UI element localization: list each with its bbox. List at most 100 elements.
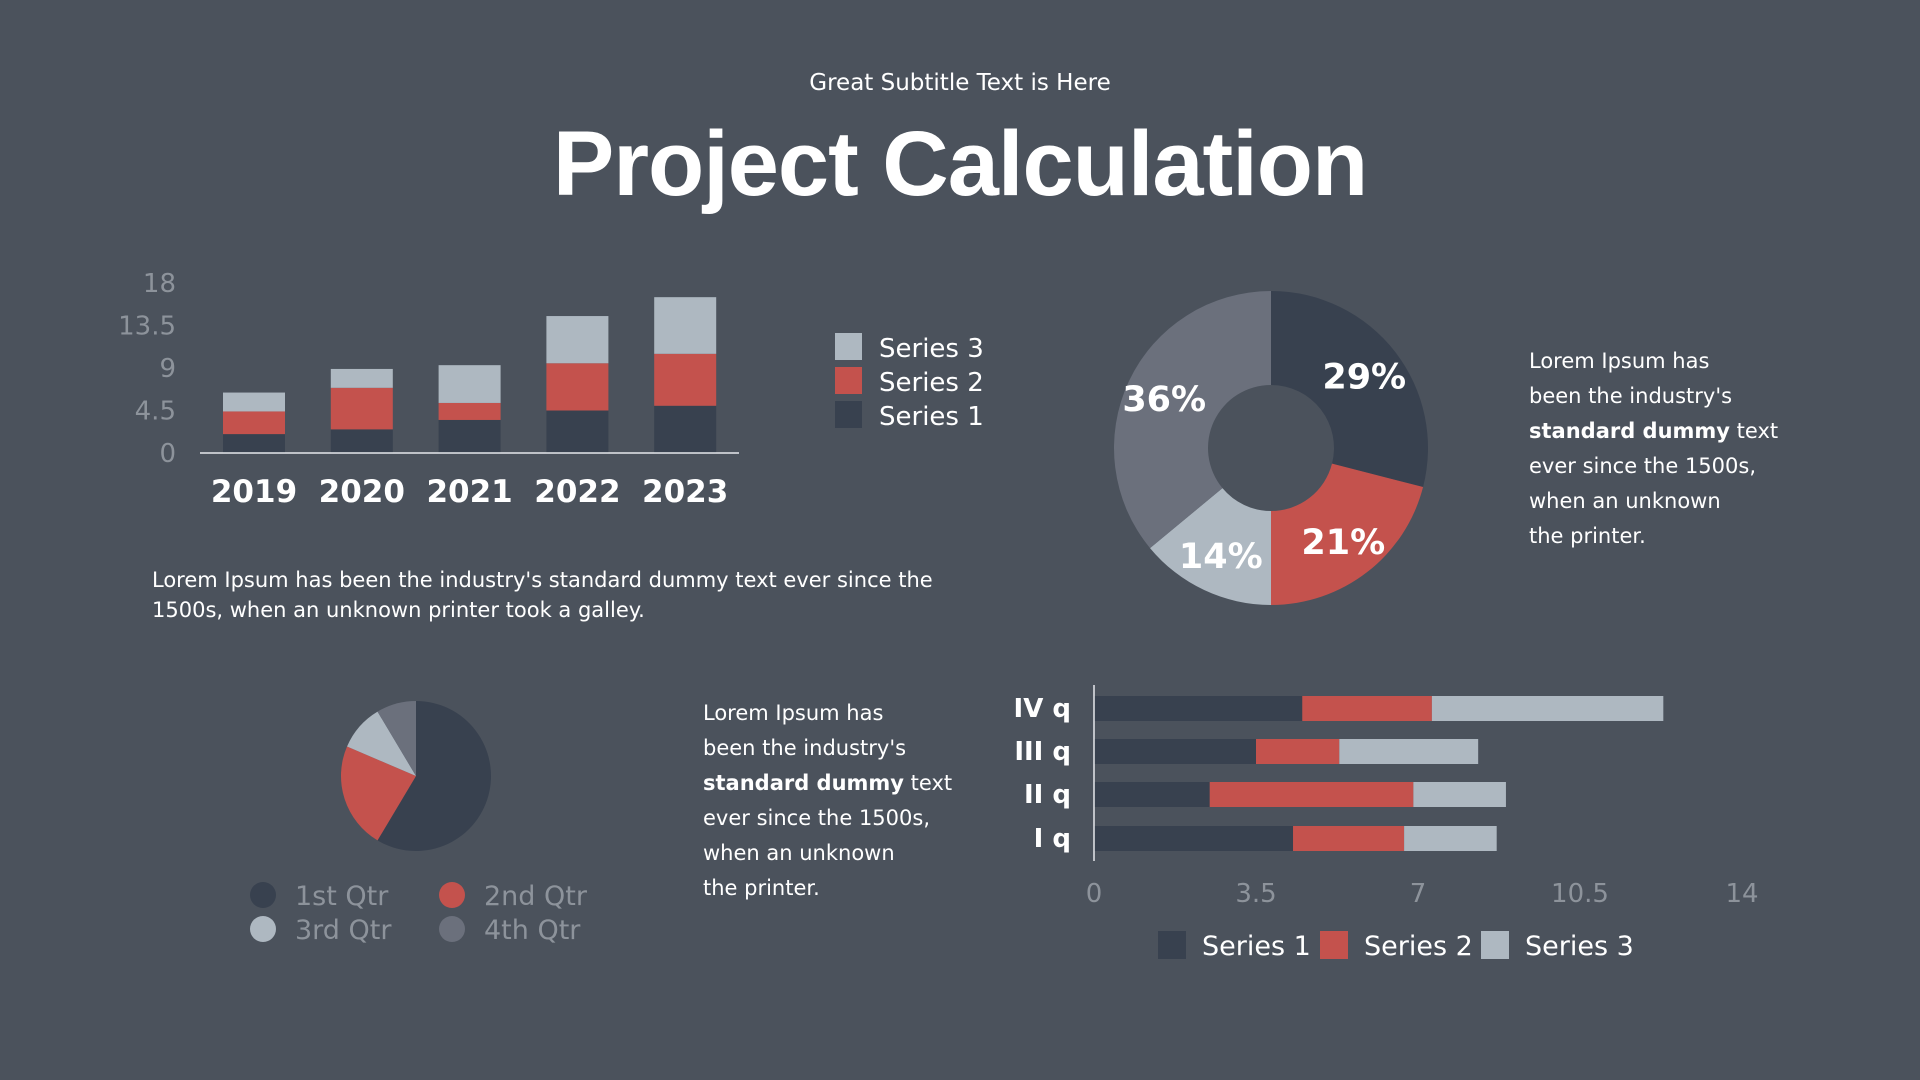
hbar-segment-series-1 [1094, 739, 1256, 764]
legend-label: Series 1 [879, 402, 984, 432]
legend-dot [250, 916, 276, 942]
text-line: the printer. [703, 876, 820, 900]
text-line: been the industry's [703, 736, 907, 760]
legend-label: Series 1 [1202, 931, 1311, 962]
donut-data-label: 36% [1122, 380, 1206, 420]
paragraph-text: Lorem Ipsum has been the industry's stan… [152, 565, 933, 625]
paragraph-line: Lorem Ipsum has been the industry's stan… [152, 568, 933, 592]
x-tick-label: 3.5 [1235, 879, 1276, 909]
legend-label: Series 3 [879, 334, 984, 364]
bar-segment-series-3 [330, 368, 393, 388]
legend-dot [250, 882, 276, 908]
legend-label: 4th Qtr [484, 915, 581, 946]
y-tick-label: IV q [1014, 694, 1071, 724]
donut-data-label: 14% [1179, 537, 1263, 577]
legend-dot [439, 882, 465, 908]
hbar-segment-series-2 [1209, 782, 1414, 807]
hbar-segment-series-3 [1413, 782, 1506, 807]
x-tick-label: 10.5 [1551, 879, 1609, 909]
bar-segment-series-1 [546, 410, 609, 453]
legend-swatch [1481, 931, 1509, 959]
donut-description: Lorem Ipsum has been the industry's stan… [1529, 344, 1778, 554]
y-tick-label: 4.5 [135, 397, 176, 427]
legend-label: 1st Qtr [295, 881, 389, 912]
bar-segment-series-1 [654, 405, 717, 453]
y-tick-label: I q [1034, 824, 1071, 854]
x-tick-label: 2019 [211, 474, 297, 510]
donut-data-label: 21% [1301, 523, 1385, 563]
bar-segment-series-1 [438, 419, 501, 453]
text-line: when an unknown [703, 841, 895, 865]
legend-swatch [1320, 931, 1348, 959]
pie-slice [347, 711, 416, 776]
hbar-segment-series-2 [1256, 739, 1340, 764]
y-tick-label: II q [1024, 780, 1071, 810]
pie-description: Lorem Ipsum has been the industry's stan… [703, 696, 952, 906]
y-tick-label: 18 [143, 269, 176, 299]
bar-segment-series-2 [438, 402, 501, 420]
pie-slice [341, 746, 416, 841]
bar-segment-series-3 [546, 316, 609, 364]
subtitle: Great Subtitle Text is Here [809, 70, 1111, 96]
hbar-segment-series-1 [1094, 696, 1303, 721]
legend-label: 3rd Qtr [295, 915, 392, 946]
y-tick-label: 0 [159, 439, 176, 469]
legend-swatch [835, 401, 862, 428]
x-tick-label: 14 [1725, 879, 1758, 909]
text-line: ever since the 1500s, [703, 806, 931, 830]
paragraph-line: 1500s, when an unknown printer took a ga… [152, 598, 645, 622]
pie-slice [377, 701, 416, 776]
bar-segment-series-2 [330, 387, 393, 430]
legend-swatch [1158, 931, 1186, 959]
text-line: when an unknown [1529, 489, 1721, 513]
bar-segment-series-3 [223, 392, 285, 412]
legend-swatch [835, 333, 862, 360]
x-tick-label: 2023 [642, 474, 728, 510]
donut-slice [1114, 291, 1271, 549]
bar-segment-series-2 [223, 411, 285, 435]
text-line: text [1730, 419, 1779, 443]
pie-slice [377, 701, 491, 851]
legend-label: Series 2 [879, 368, 984, 398]
text-line: been the industry's [1529, 384, 1733, 408]
x-tick-label: 7 [1410, 879, 1427, 909]
text-line: the printer. [1529, 524, 1646, 548]
legend-swatch [835, 367, 862, 394]
text-line: Lorem Ipsum has [703, 701, 884, 725]
bar-segment-series-2 [546, 363, 609, 411]
bold-text: standard dummy [703, 771, 904, 795]
text-line: Lorem Ipsum has [1529, 349, 1710, 373]
text-line: text [904, 771, 953, 795]
y-tick-label: 13.5 [118, 312, 176, 342]
y-tick-label: III q [1014, 737, 1071, 767]
donut-slice [1271, 463, 1424, 605]
y-tick-label: 9 [159, 354, 176, 384]
x-tick-label: 2021 [426, 474, 512, 510]
bar-segment-series-3 [654, 297, 717, 354]
bar-segment-series-1 [330, 429, 393, 453]
text-line: ever since the 1500s, [1529, 454, 1757, 478]
hbar-segment-series-3 [1404, 826, 1497, 851]
legend-label: 2nd Qtr [484, 881, 588, 912]
x-tick-label: 0 [1086, 879, 1103, 909]
hbar-segment-series-2 [1302, 696, 1432, 721]
hbar-segment-series-1 [1094, 782, 1210, 807]
page-title: Project Calculation [552, 113, 1368, 215]
legend-label: Series 3 [1525, 931, 1634, 962]
hbar-segment-series-3 [1431, 696, 1664, 721]
bar-segment-series-3 [438, 365, 501, 403]
bar-segment-series-1 [223, 434, 285, 453]
donut-slice [1271, 291, 1428, 488]
hbar-segment-series-3 [1339, 739, 1479, 764]
legend-dot [439, 916, 465, 942]
hbar-segment-series-1 [1094, 826, 1294, 851]
donut-data-label: 29% [1322, 358, 1406, 398]
donut-slice [1150, 488, 1271, 605]
bold-text: standard dummy [1529, 419, 1730, 443]
x-tick-label: 2022 [534, 474, 620, 510]
hbar-segment-series-2 [1293, 826, 1405, 851]
bar-segment-series-2 [654, 353, 717, 406]
legend-label: Series 2 [1364, 931, 1473, 962]
x-tick-label: 2020 [319, 474, 405, 510]
